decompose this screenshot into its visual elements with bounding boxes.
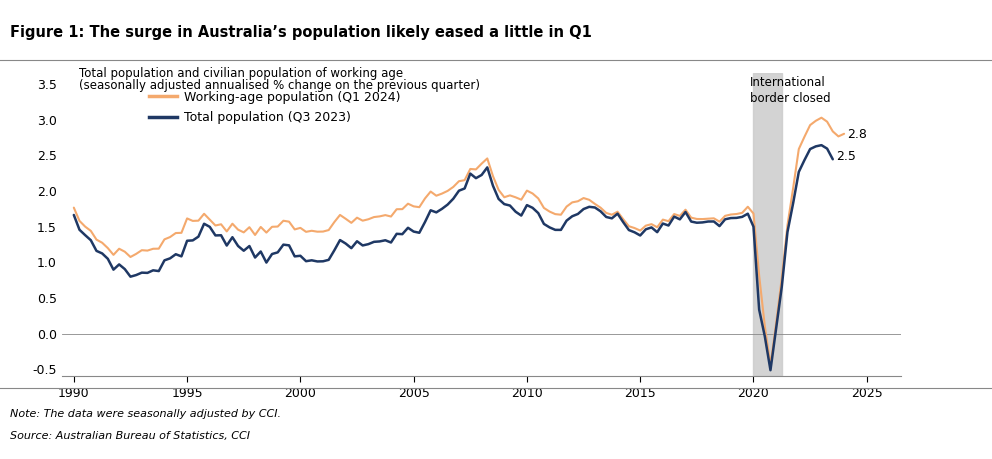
Total population (Q3 2023) <box>67 212 79 218</box>
Bar <box>754 73 782 376</box>
Total population (Q3 2023) <box>782 230 794 235</box>
Working-age population (Q1 2024) <box>334 212 346 218</box>
Text: 2.5: 2.5 <box>836 151 856 163</box>
Working-age population (Q1 2024) <box>351 215 363 220</box>
Line: Working-age population (Q1 2024): Working-age population (Q1 2024) <box>73 118 844 365</box>
Working-age population (Q1 2024) <box>176 230 187 235</box>
Total population (Q3 2023) <box>765 368 777 373</box>
Text: Note: The data were seasonally adjusted by CCI.: Note: The data were seasonally adjusted … <box>10 409 281 419</box>
Working-age population (Q1 2024) <box>408 204 420 209</box>
Text: Total population and civilian population of working age: Total population and civilian population… <box>79 67 404 79</box>
Working-age population (Q1 2024) <box>815 115 827 120</box>
Total population (Q3 2023) <box>243 243 255 249</box>
Total population (Q3 2023) <box>826 157 838 162</box>
Total population (Q3 2023) <box>498 202 510 207</box>
Working-age population (Q1 2024) <box>663 218 675 224</box>
Working-age population (Q1 2024) <box>838 131 850 136</box>
Line: Total population (Q3 2023): Total population (Q3 2023) <box>73 145 832 370</box>
Working-age population (Q1 2024) <box>67 205 79 210</box>
Total population (Q3 2023) <box>725 215 737 221</box>
Working-age population (Q1 2024) <box>544 209 556 214</box>
Text: Source: Australian Bureau of Statistics, CCI: Source: Australian Bureau of Statistics,… <box>10 431 250 442</box>
Total population (Q3 2023) <box>815 142 827 148</box>
Legend: Working-age population (Q1 2024), Total population (Q3 2023): Working-age population (Q1 2024), Total … <box>144 86 406 129</box>
Working-age population (Q1 2024) <box>765 363 777 368</box>
Text: 2.8: 2.8 <box>847 128 867 140</box>
Total population (Q3 2023) <box>470 175 482 181</box>
Text: Figure 1: The surge in Australia’s population likely eased a little in Q1: Figure 1: The surge in Australia’s popul… <box>10 25 592 40</box>
Total population (Q3 2023) <box>612 211 624 216</box>
Text: (seasonally adjusted annualised % change on the previous quarter): (seasonally adjusted annualised % change… <box>79 79 480 92</box>
Text: International
border closed: International border closed <box>750 76 830 105</box>
